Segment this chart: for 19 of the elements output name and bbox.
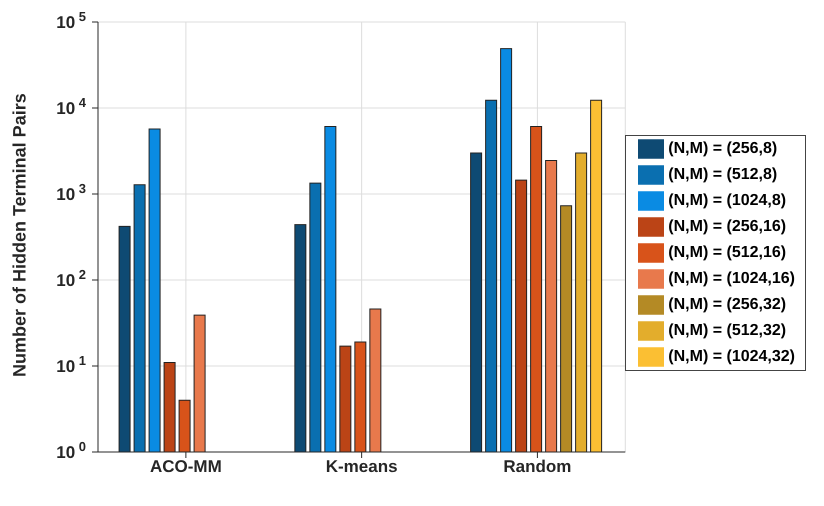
x-tick-label: K-means — [326, 457, 398, 476]
y-tick-label: 10$^{0}$ — [56, 438, 86, 462]
legend-label: (N,M) = (256,16) — [668, 218, 786, 236]
legend-label: (N,M) = (512,32) — [668, 322, 786, 340]
legend-label: (N,M) = (1024,16) — [668, 270, 795, 288]
legend-label: (N,M) = (256,8) — [668, 140, 778, 158]
legend-label: (N,M) = (1024,8) — [668, 192, 786, 210]
y-tick-label: 10$^{2}$ — [56, 266, 86, 290]
y-tick-label: 10$^{4}$ — [56, 94, 87, 118]
legend-label: (N,M) = (512,16) — [668, 244, 786, 262]
x-tick-label: ACO-MM — [150, 457, 222, 476]
y-axis-title: Number of Hidden Terminal Pairs — [9, 93, 30, 377]
y-tick-label: 10$^{3}$ — [56, 180, 86, 204]
y-tick-label: 10$^{5}$ — [56, 8, 86, 32]
legend-label: (N,M) = (1024,32) — [668, 348, 795, 366]
x-tick-label: Random — [503, 457, 572, 476]
y-tick-label: 10$^{1}$ — [56, 352, 86, 376]
legend-label: (N,M) = (512,8) — [668, 166, 778, 184]
legend-label: (N,M) = (256,32) — [668, 296, 786, 314]
